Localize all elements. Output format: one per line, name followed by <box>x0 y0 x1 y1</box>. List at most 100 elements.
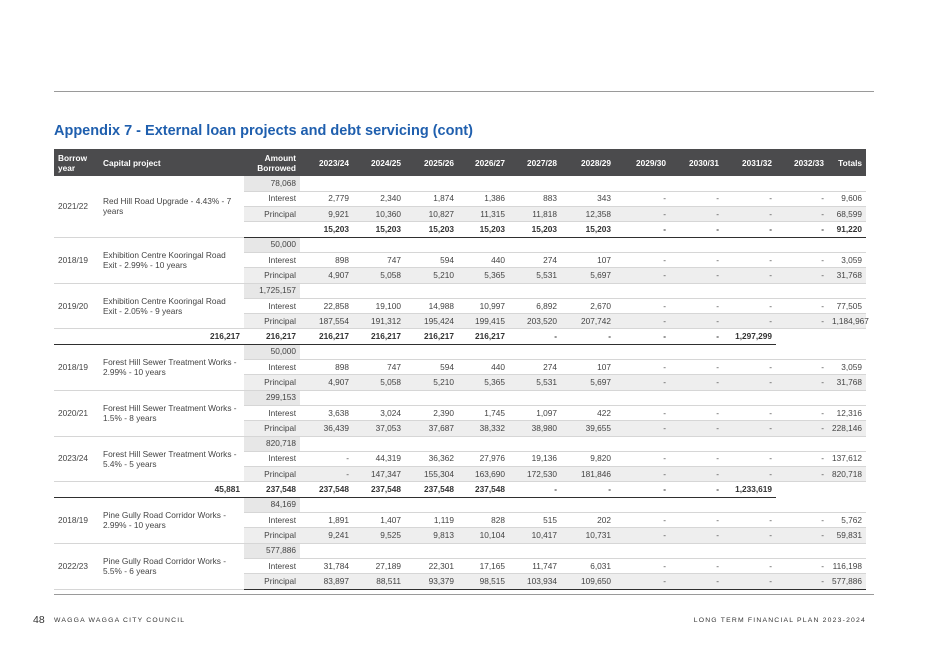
column-header: 2025/26 <box>405 149 458 176</box>
value-cell: - <box>670 328 723 345</box>
empty-cell <box>300 497 353 514</box>
empty-cell <box>776 344 828 361</box>
empty-cell <box>828 436 866 452</box>
empty-cell <box>509 283 561 299</box>
empty-cell <box>670 497 723 514</box>
amount-borrowed: 299,153 <box>244 390 300 406</box>
value-cell: 1,874 <box>405 191 458 208</box>
value-cell: - <box>723 420 776 437</box>
value-cell: 137,612 <box>828 451 866 468</box>
value-cell: - <box>723 512 776 529</box>
value-cell: 1,184,967 <box>828 313 869 330</box>
value-cell: 4,907 <box>300 267 353 284</box>
value-cell: - <box>509 481 561 498</box>
column-header: 2027/28 <box>509 149 561 176</box>
value-cell: 68,599 <box>828 206 866 223</box>
table-row: Interest 31,784 27,189 22,301 17,165 11,747 6,… <box>54 558 866 575</box>
empty-cell <box>353 436 405 452</box>
capital-project: Pine Gully Road Corridor Works - 5.5% - … <box>99 543 244 590</box>
value-cell: - <box>776 191 828 208</box>
empty-cell <box>561 543 615 559</box>
value-cell: - <box>723 374 776 391</box>
table-row: Principal -147,347 155,304 163,690 172,530 18… <box>54 466 866 483</box>
value-cell: 594 <box>405 359 458 376</box>
value-cell: 898 <box>300 252 353 269</box>
row-label: Principal <box>244 420 300 437</box>
value-cell: 5,531 <box>509 267 561 284</box>
empty-cell <box>561 237 615 253</box>
value-cell: 10,360 <box>353 206 405 223</box>
value-cell: - <box>776 221 828 238</box>
value-cell: 2,390 <box>405 405 458 422</box>
value-cell: 19,100 <box>353 298 405 315</box>
value-cell: 216,217 <box>353 328 405 345</box>
table-row: Interest 22,858 19,100 14,988 10,997 6,892 2,6… <box>54 298 866 315</box>
empty-cell <box>723 390 776 406</box>
amount-borrowed: 50,000 <box>244 344 300 361</box>
value-cell: - <box>670 359 723 376</box>
empty-cell <box>828 390 866 406</box>
empty-cell <box>776 237 828 253</box>
row-label: Interest <box>244 558 300 575</box>
empty-cell <box>353 176 405 192</box>
value-cell: 88,511 <box>353 573 405 590</box>
value-cell: - <box>615 206 670 223</box>
value-cell: 12,358 <box>561 206 615 223</box>
value-cell: - <box>723 206 776 223</box>
value-cell: 116,198 <box>828 558 866 575</box>
empty-cell <box>405 237 458 253</box>
row-label: Principal <box>244 573 300 590</box>
empty-cell <box>353 283 405 299</box>
value-cell: 31,768 <box>828 267 866 284</box>
empty-cell <box>300 283 353 299</box>
value-cell: 19,136 <box>509 451 561 468</box>
value-cell: 9,606 <box>828 191 866 208</box>
empty-cell <box>300 237 353 253</box>
value-cell: 93,379 <box>405 573 458 590</box>
empty-cell <box>458 543 509 559</box>
value-cell: - <box>670 558 723 575</box>
value-cell: - <box>723 359 776 376</box>
empty-cell <box>353 543 405 559</box>
row-label <box>54 481 99 498</box>
value-cell: 83,897 <box>300 573 353 590</box>
value-cell: - <box>723 298 776 315</box>
value-cell: - <box>776 558 828 575</box>
empty-cell <box>670 237 723 253</box>
value-cell: - <box>776 359 828 376</box>
empty-cell <box>458 237 509 253</box>
value-cell: - <box>723 405 776 422</box>
value-cell: - <box>615 420 670 437</box>
value-cell: 9,921 <box>300 206 353 223</box>
value-cell: 237,548 <box>458 481 509 498</box>
value-cell: 5,210 <box>405 267 458 284</box>
value-cell: - <box>615 512 670 529</box>
column-header: Amount Borrowed <box>244 149 300 176</box>
empty-cell <box>405 497 458 514</box>
value-cell: - <box>776 512 828 529</box>
empty-cell <box>458 436 509 452</box>
empty-cell <box>723 497 776 514</box>
row-label: Principal <box>244 267 300 284</box>
empty-cell <box>615 543 670 559</box>
table-row: Interest 898 747 594 440 274 107- - - -3,059 <box>54 359 866 376</box>
value-cell: 1,386 <box>458 191 509 208</box>
amount-borrowed: 820,718 <box>244 436 300 452</box>
value-cell: 1,297,299 <box>723 328 776 345</box>
empty-cell <box>561 344 615 361</box>
column-header: 2032/33 <box>776 149 828 176</box>
value-cell: 828 <box>458 512 509 529</box>
table-row: Principal 9,241 9,525 9,813 10,104 10,417 10,7… <box>54 527 866 544</box>
empty-cell <box>670 390 723 406</box>
value-cell: - <box>776 573 828 590</box>
empty-cell <box>509 344 561 361</box>
column-header: Capital project <box>99 149 244 176</box>
value-cell: 15,203 <box>353 221 405 238</box>
value-cell: 10,731 <box>561 527 615 544</box>
value-cell: 38,980 <box>509 420 561 437</box>
empty-cell <box>405 436 458 452</box>
value-cell: 31,784 <box>300 558 353 575</box>
capital-project: Red Hill Road Upgrade - 4.43% - 7 years <box>99 176 244 238</box>
page-number: 48 <box>33 614 45 626</box>
column-header: 2029/30 <box>615 149 670 176</box>
